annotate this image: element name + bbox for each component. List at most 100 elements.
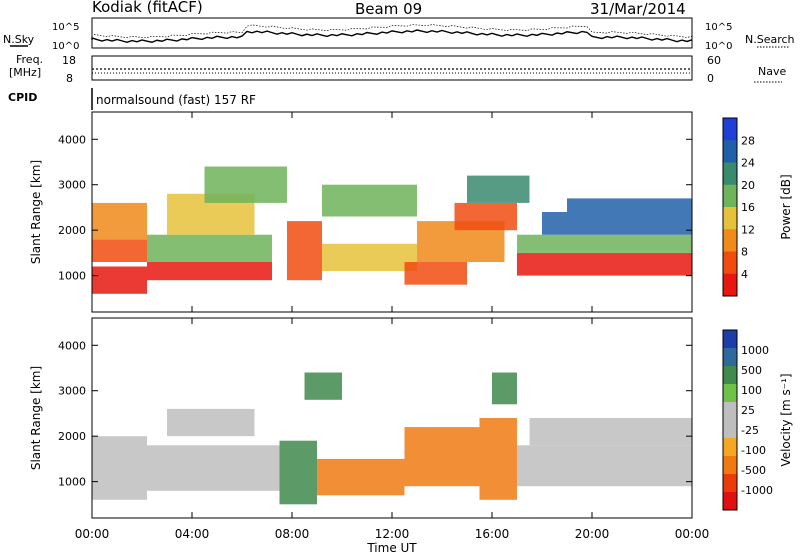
noise-panel-frame [91,17,693,49]
colorbar-cell [723,273,737,297]
nsky-label: N.Sky [3,33,35,46]
power-band-0 [92,266,147,294]
nsearch-label: N.Search [745,33,795,46]
colorbar-cell [723,162,737,186]
nave-tick-top: 60 [707,54,721,67]
colorbar-tick-label: 1000 [741,344,769,357]
nave-tick-bottom: 0 [707,72,714,85]
velocity-colorbar: 1000 500 100 25 -25 -100 -500 -1000 Velocity [m … [722,329,793,511]
power-band-6 [204,166,287,203]
colorbar-tick-label: 500 [741,364,762,377]
velocity-band-4 [317,458,405,496]
colorbar-frame [722,117,738,297]
y-tick-label: 3000 [58,179,86,192]
velocity-band-10 [492,372,517,405]
nsearch-trace [91,24,693,39]
power-band-16 [542,212,692,235]
y-axis-label: Slant Range [km] [29,366,43,470]
colorbar-tick-label: -100 [741,444,766,457]
colorbar-cell [723,207,737,230]
colorbar-cell [723,251,737,275]
velocity-band-9 [304,372,342,400]
cpid-value: normalsound (fast) 157 RF [96,93,256,107]
y-tick-label: 1000 [58,270,86,283]
power-panel: 4000 3000 2000 1000 Slant Range [km] [29,111,693,313]
y-axis-label: Slant Range [km] [29,160,43,264]
freq-label-2: [MHz] [9,66,41,79]
power-band-7 [287,221,322,281]
velocity-band-1 [147,445,280,491]
colorbar-tick-label: 4 [741,268,748,281]
station-title: Kodiak (fitACF) [92,0,203,16]
colorbar-tick-label: 8 [741,246,748,259]
power-band-1 [92,239,147,262]
freq-tick-bottom: 8 [66,72,73,85]
colorbar-cell [723,366,737,385]
x-tick-label: 16:00 [475,527,510,541]
velocity-band-6 [479,418,517,500]
y-tick-label: 2000 [58,224,86,237]
y-tick-label: 2000 [58,430,86,443]
velocity-band-2 [167,408,255,437]
colorbar-cell [723,184,737,208]
colorbar-cell [723,492,737,511]
nsky-trace [91,29,693,43]
colorbar-tick-label: 20 [741,179,755,192]
colorbar-label: Power [dB] [779,174,793,239]
power-band-4 [147,234,272,262]
colorbar-cell [723,384,737,403]
nave-label: Nave [758,65,786,78]
y-tick-label: 4000 [58,133,86,146]
noise-tick-top-right: 10^5 [705,22,732,33]
colorbar-cell [723,402,737,421]
x-tick-label: 20:00 [575,527,610,541]
power-band-14 [517,252,692,276]
noise-tick-bottom-left: 10^0 [52,41,79,52]
x-tick-label: 08:00 [275,527,310,541]
colorbar-cell [723,140,737,163]
colorbar-tick-label: 16 [741,201,755,214]
velocity-band-8 [529,418,692,446]
x-tick-label: 00:00 [75,527,110,541]
power-band-15 [517,234,692,253]
colorbar-tick-label: 12 [741,223,755,236]
power-band-9 [322,184,417,217]
noise-traces [91,24,693,43]
beam-title: Beam 09 [355,0,422,18]
power-band-17 [567,198,692,212]
colorbar-cell [723,456,737,475]
colorbar-label: Velocity [m s⁻¹] [779,373,793,466]
velocity-band-7 [517,445,692,487]
x-tick-label: 00:00 [675,527,710,541]
power-colorbar: 28 24 20 16 12 8 4 Power [dB] [722,117,793,297]
power-band-12 [454,202,517,231]
colorbar-tick-label: -1000 [741,484,773,497]
noise-tick-bottom-right: 10^0 [705,41,732,52]
colorbar-cell [723,348,737,367]
velocity-band-0 [92,436,147,500]
velocity-panel: 4000 3000 2000 1000 Slant Range [km] 00:00 04:… [29,317,710,554]
freq-tick-top: 18 [62,54,76,67]
velocity-band-5 [404,427,480,487]
noise-tick-top-left: 10^5 [52,22,79,33]
colorbar-frame [722,329,738,511]
y-tick-label: 4000 [58,339,86,352]
colorbar-tick-label: -500 [741,464,766,477]
x-tick-label: 04:00 [175,527,210,541]
cpid-label: CPID [8,91,37,104]
freq-label-1: Freq. [16,53,43,66]
colorbar-tick-label: -25 [741,424,759,437]
power-band-2 [92,202,147,240]
velocity-band-3 [279,440,317,505]
x-tick-label: 12:00 [375,527,410,541]
colorbar-tick-label: 24 [741,157,755,170]
y-tick-label: 1000 [58,476,86,489]
x-axis-label: Time UT [366,541,417,554]
y-tick-label: 3000 [58,385,86,398]
power-band-10 [404,262,467,285]
freq-panel-frame [91,55,693,81]
colorbar-cell [723,474,737,493]
colorbar-cell [723,420,737,439]
colorbar-cell [723,118,737,141]
power-band-8 [322,243,417,272]
